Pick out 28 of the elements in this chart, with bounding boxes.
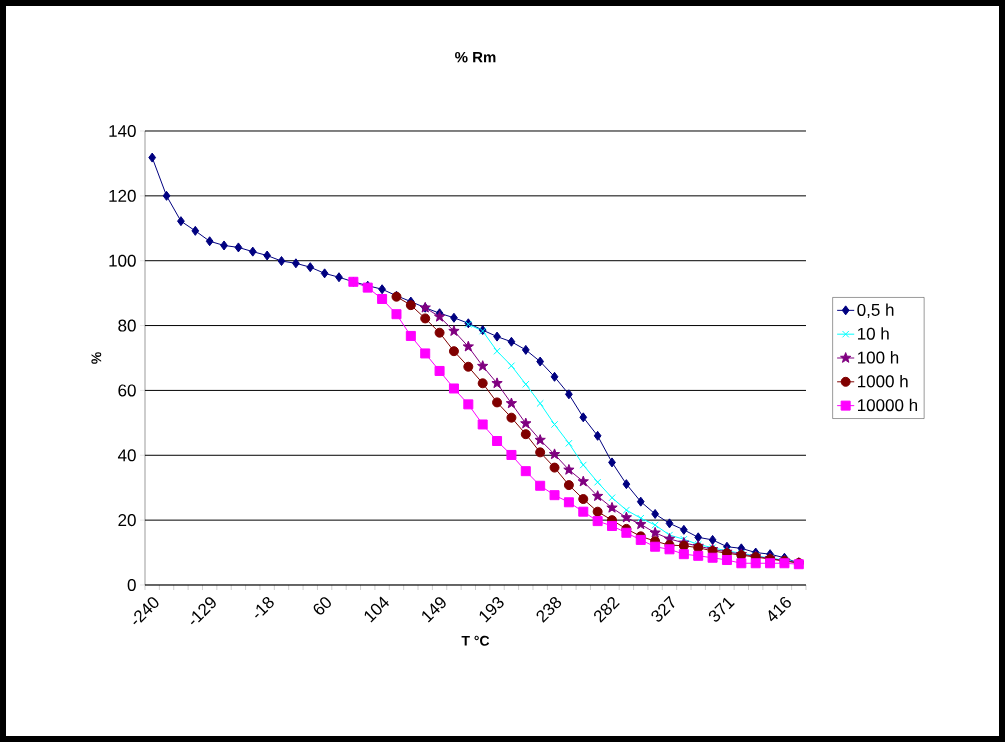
y-tick-label: 60 (118, 384, 136, 397)
legend-label: 0,5 h (857, 303, 894, 318)
x-tick-label: 149 (422, 597, 446, 623)
x-tick-label: -240 (133, 597, 159, 625)
legend-label: 10000 h (858, 398, 918, 412)
y-tick-label: 40 (117, 449, 136, 462)
x-tick-label: 282 (594, 596, 620, 623)
y-tick-label: 140 (109, 124, 136, 138)
y-tick-label: 120 (109, 189, 136, 202)
x-tick-label: 238 (536, 596, 562, 623)
y-tick-label: 100 (109, 254, 136, 267)
chart-title: % Rm (455, 51, 496, 63)
y-axis-title: % (91, 352, 102, 364)
legend-label: 1000 h (858, 374, 908, 388)
legend-label: 100 h (858, 351, 899, 364)
x-tick-label: 193 (479, 597, 504, 623)
x-tick-label: -18 (255, 596, 274, 618)
x-axis-title: T °C (461, 635, 490, 646)
x-tick-label: 327 (651, 595, 675, 622)
x-tick-label: 416 (768, 596, 791, 622)
y-tick-label: 20 (118, 514, 136, 527)
x-tick-label: 371 (708, 597, 735, 622)
x-tick-label: 60 (313, 597, 331, 615)
y-tick-label: 80 (118, 319, 136, 332)
x-tick-label: 104 (364, 596, 389, 623)
legend-label: 10 h (858, 327, 889, 340)
x-tick-label: -129 (190, 597, 216, 625)
y-tick-label: 0 (127, 578, 136, 592)
